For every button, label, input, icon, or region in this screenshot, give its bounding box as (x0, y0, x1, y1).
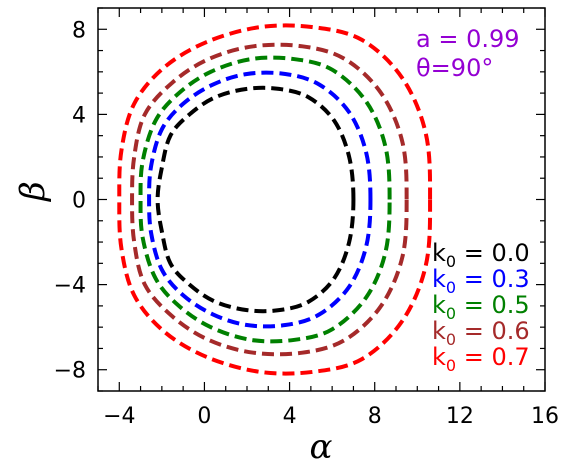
legend-entry: k0 = 0.6 (432, 317, 530, 349)
tick-labels-layer: −4 0 4 8 12 16 −8 −4 0 4 8 (54, 18, 559, 429)
legend-entry: k0 = 0.3 (432, 265, 530, 297)
x-tick-label: 8 (368, 404, 382, 429)
x-tick-label: 4 (283, 404, 297, 429)
y-tick-label: −4 (54, 274, 86, 299)
legend-entry: k0 = 0.7 (432, 343, 530, 375)
legend-entry: k0 = 0.0 (432, 239, 530, 271)
annotation-spin: a = 0.99 (416, 25, 520, 53)
x-axis-label: α (310, 427, 333, 467)
y-tick-label: 8 (72, 18, 86, 43)
y-tick-label: 4 (72, 103, 86, 128)
x-tick-label: −4 (103, 404, 135, 429)
annotation-angle: θ=90° (416, 54, 493, 82)
x-tick-label: 16 (531, 404, 559, 429)
series-line-1 (147, 70, 373, 329)
ticks-layer (97, 7, 546, 392)
y-tick-label: 0 (72, 189, 86, 214)
series-line-4 (117, 23, 433, 376)
x-tick-label: 0 (197, 404, 211, 429)
x-tick-label: 12 (446, 404, 474, 429)
legend-entry: k0 = 0.5 (432, 291, 530, 323)
y-axis-label: β (13, 181, 53, 203)
curves-layer (117, 23, 433, 376)
series-line-0 (155, 85, 356, 314)
y-tick-label: −8 (54, 359, 86, 384)
legend: k0 = 0.0k0 = 0.3k0 = 0.5k0 = 0.6k0 = 0.7 (432, 239, 530, 375)
series-line-3 (130, 42, 409, 357)
